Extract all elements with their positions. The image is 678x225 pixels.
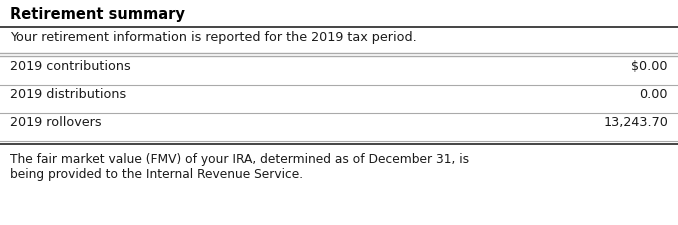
Text: 2019 contributions: 2019 contributions xyxy=(10,60,131,73)
Text: The fair market value (FMV) of your IRA, determined as of December 31, is: The fair market value (FMV) of your IRA,… xyxy=(10,153,469,166)
Text: Retirement summary: Retirement summary xyxy=(10,7,185,22)
Text: Your retirement information is reported for the 2019 tax period.: Your retirement information is reported … xyxy=(10,31,417,44)
Text: $0.00: $0.00 xyxy=(631,60,668,73)
Text: 2019 rollovers: 2019 rollovers xyxy=(10,116,102,129)
Text: 2019 distributions: 2019 distributions xyxy=(10,88,126,101)
Text: 0.00: 0.00 xyxy=(639,88,668,101)
Text: 13,243.70: 13,243.70 xyxy=(603,116,668,129)
Text: being provided to the Internal Revenue Service.: being provided to the Internal Revenue S… xyxy=(10,168,303,181)
